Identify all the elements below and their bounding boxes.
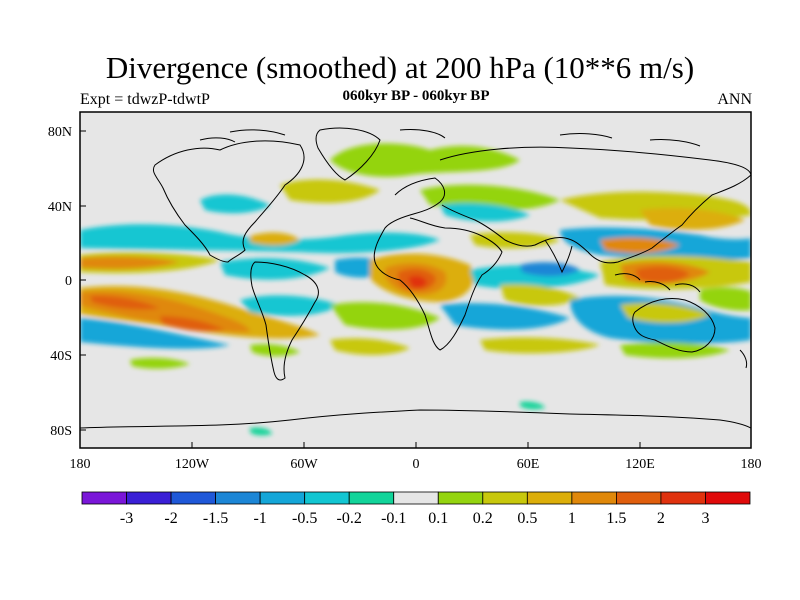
experiment-label: Expt = tdwzP-tdwtP: [80, 91, 210, 108]
colorbar-label: -1: [253, 510, 266, 527]
colorbar-box: [705, 491, 751, 505]
colorbar-box: [616, 491, 662, 505]
colorbar-box: [437, 491, 484, 505]
lon-label-60w: 60W: [290, 457, 318, 472]
colorbar-box: [660, 491, 706, 505]
colorbar-box: [482, 491, 528, 505]
lon-label-120e: 120E: [625, 457, 655, 472]
period-label: 060kyr BP - 060kyr BP: [342, 88, 490, 104]
colorbar-label: -1.5: [203, 510, 228, 527]
axis-ticks: [79, 130, 752, 448]
colorbar-label: -2: [164, 510, 177, 527]
lon-label-180w: 180: [70, 457, 91, 472]
lon-label-60e: 60E: [517, 457, 540, 472]
colorbar-label: 1: [568, 510, 576, 527]
colorbar-label: 0.2: [473, 510, 493, 527]
colorbar-box: [304, 491, 350, 505]
colorbar-label: -3: [120, 510, 133, 527]
colorbar-label: 2: [657, 510, 665, 527]
lon-label-120w: 120W: [175, 457, 210, 472]
lat-label-40n: 40N: [48, 200, 72, 215]
lat-label-80s: 80S: [50, 424, 72, 439]
coastlines: [80, 127, 751, 429]
colorbar-box: [126, 491, 172, 505]
colorbar-box: [170, 491, 217, 505]
colorbar-box: [526, 491, 573, 505]
colorbar-label: -0.1: [381, 510, 406, 527]
season-label: ANN: [717, 91, 752, 108]
colorbar-label: -0.2: [337, 510, 362, 527]
colorbar-label: 0.5: [517, 510, 537, 527]
lon-label-180e: 180: [741, 457, 762, 472]
colorbar-label: 1.5: [606, 510, 626, 527]
colorbar-box: [348, 491, 395, 505]
colorbar: -3 -2 -1.5 -1 -0.5 -0.2 -0.1 0.1 0.2 0.5 1 1.5 2 3: [81, 491, 751, 527]
colorbar-label: -0.5: [292, 510, 317, 527]
colorbar-label: 3: [701, 510, 709, 527]
lon-label-0: 0: [413, 457, 420, 472]
lat-label-80n: 80N: [48, 125, 72, 140]
colorbar-label: 0.1: [428, 510, 448, 527]
colorbar-box: [215, 491, 261, 505]
lat-label-40s: 40S: [50, 349, 72, 364]
colorbar-box: [393, 491, 439, 505]
map-title: Divergence (smoothed) at 200 hPa (10**6 …: [105, 50, 695, 85]
colorbar-box: [571, 491, 617, 505]
divergence-field: [80, 143, 751, 436]
colorbar-box: [259, 491, 306, 505]
lat-label-eq: 0: [65, 274, 72, 289]
colorbar-box: [81, 491, 127, 505]
